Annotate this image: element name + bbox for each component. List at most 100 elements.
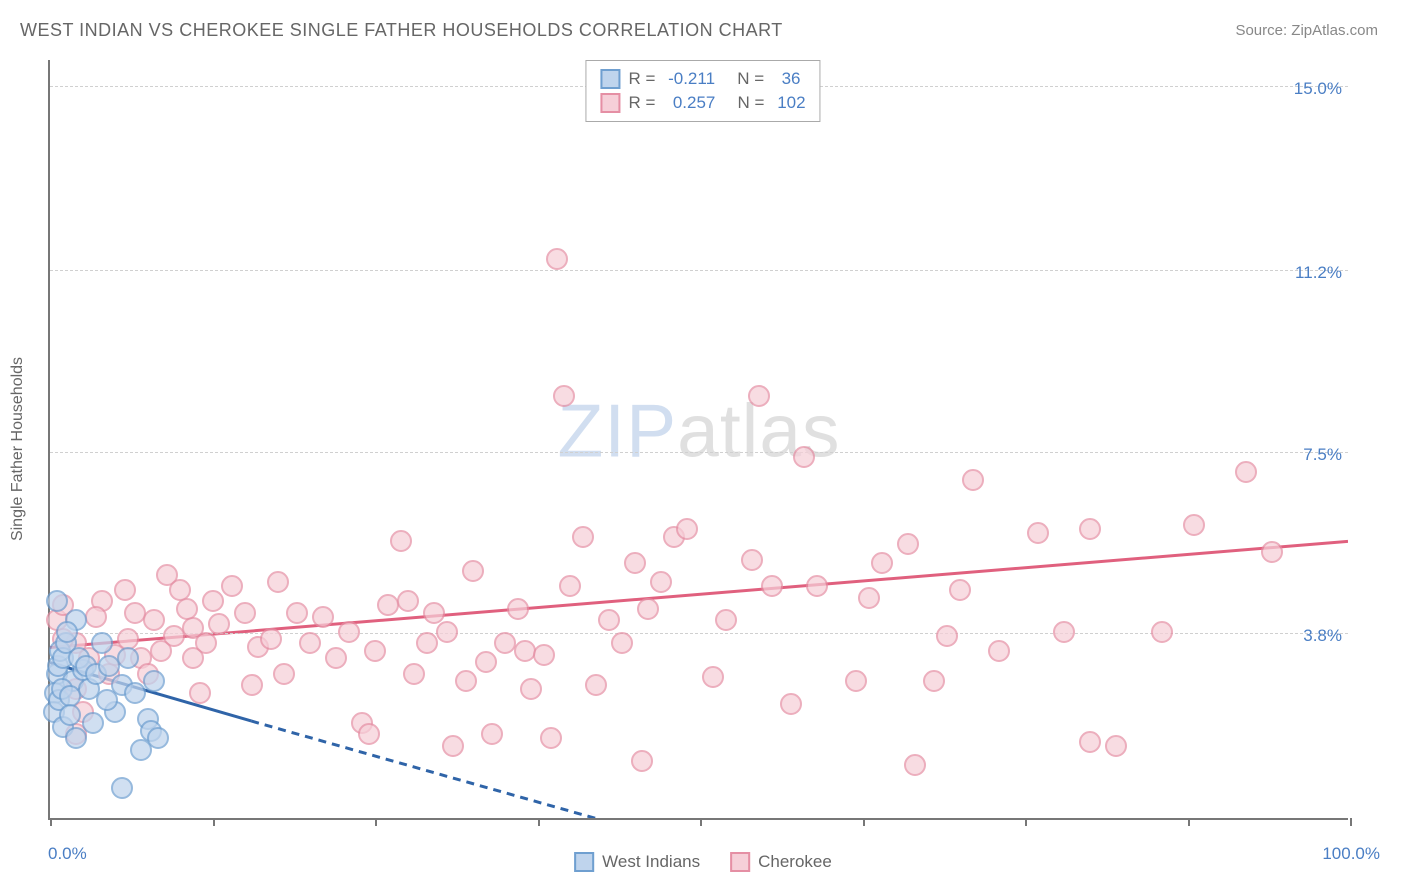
scatter-point-cherokee xyxy=(442,735,464,757)
scatter-point-cherokee xyxy=(436,621,458,643)
xtick xyxy=(700,818,702,826)
xtick xyxy=(375,818,377,826)
scatter-point-cherokee xyxy=(923,670,945,692)
scatter-point-cherokee xyxy=(559,575,581,597)
scatter-point-west-indians xyxy=(56,621,78,643)
scatter-point-cherokee xyxy=(904,754,926,776)
scatter-point-cherokee xyxy=(390,530,412,552)
xtick xyxy=(538,818,540,826)
legend-item-west-indians: West Indians xyxy=(574,852,700,872)
scatter-point-cherokee xyxy=(897,533,919,555)
scatter-point-cherokee xyxy=(338,621,360,643)
stats-row-west-indians: R = -0.211 N = 36 xyxy=(600,67,805,91)
scatter-point-cherokee xyxy=(533,644,555,666)
scatter-point-west-indians xyxy=(82,712,104,734)
swatch-cherokee xyxy=(600,93,620,113)
scatter-point-cherokee xyxy=(241,674,263,696)
scatter-point-cherokee xyxy=(260,628,282,650)
scatter-point-west-indians xyxy=(59,704,81,726)
scatter-point-cherokee xyxy=(267,571,289,593)
scatter-point-cherokee xyxy=(514,640,536,662)
chart-container: WEST INDIAN VS CHEROKEE SINGLE FATHER HO… xyxy=(0,0,1406,892)
x-axis-min-label: 0.0% xyxy=(48,844,87,864)
stats-row-cherokee: R = 0.257 N = 102 xyxy=(600,91,805,115)
scatter-point-cherokee xyxy=(397,590,419,612)
stat-n-label: N = xyxy=(723,69,774,89)
scatter-point-cherokee xyxy=(988,640,1010,662)
stat-r-label: R = xyxy=(628,69,660,89)
legend-label-west-indians: West Indians xyxy=(602,852,700,872)
scatter-point-cherokee xyxy=(234,602,256,624)
scatter-point-cherokee xyxy=(806,575,828,597)
bottom-legend: West Indians Cherokee xyxy=(574,852,832,872)
scatter-point-cherokee xyxy=(845,670,867,692)
scatter-point-cherokee xyxy=(1053,621,1075,643)
scatter-point-cherokee xyxy=(572,526,594,548)
scatter-point-cherokee xyxy=(949,579,971,601)
scatter-point-cherokee xyxy=(208,613,230,635)
scatter-point-west-indians xyxy=(46,590,68,612)
gridline xyxy=(50,270,1348,271)
scatter-point-cherokee xyxy=(936,625,958,647)
stat-r-value-2: 0.257 xyxy=(673,93,716,113)
scatter-point-cherokee xyxy=(273,663,295,685)
scatter-point-west-indians xyxy=(117,647,139,669)
scatter-point-cherokee xyxy=(553,385,575,407)
scatter-point-cherokee xyxy=(715,609,737,631)
scatter-point-cherokee xyxy=(748,385,770,407)
scatter-point-cherokee xyxy=(598,609,620,631)
scatter-point-west-indians xyxy=(147,727,169,749)
scatter-point-cherokee xyxy=(546,248,568,270)
scatter-point-cherokee xyxy=(114,579,136,601)
scatter-point-west-indians xyxy=(96,689,118,711)
scatter-point-cherokee xyxy=(631,750,653,772)
scatter-point-cherokee xyxy=(650,571,672,593)
legend-swatch-cherokee xyxy=(730,852,750,872)
scatter-point-cherokee xyxy=(423,602,445,624)
stat-r-value-1: -0.211 xyxy=(668,69,715,89)
scatter-point-cherokee xyxy=(403,663,425,685)
scatter-point-cherokee xyxy=(637,598,659,620)
scatter-point-cherokee xyxy=(1261,541,1283,563)
ytick-label: 7.5% xyxy=(1303,445,1342,465)
scatter-point-cherokee xyxy=(871,552,893,574)
scatter-point-cherokee xyxy=(624,552,646,574)
stat-n-value-2: 102 xyxy=(777,93,805,113)
scatter-point-cherokee xyxy=(1027,522,1049,544)
source-attribution: Source: ZipAtlas.com xyxy=(1235,22,1378,39)
y-axis-label: Single Father Households xyxy=(9,357,27,541)
scatter-point-cherokee xyxy=(481,723,503,745)
swatch-west-indians xyxy=(600,69,620,89)
scatter-point-cherokee xyxy=(221,575,243,597)
legend-item-cherokee: Cherokee xyxy=(730,852,832,872)
scatter-point-cherokee xyxy=(793,446,815,468)
scatter-point-cherokee xyxy=(1105,735,1127,757)
xtick xyxy=(1025,818,1027,826)
scatter-point-cherokee xyxy=(1183,514,1205,536)
scatter-point-cherokee xyxy=(540,727,562,749)
scatter-point-cherokee xyxy=(507,598,529,620)
scatter-point-cherokee xyxy=(85,606,107,628)
ytick-label: 15.0% xyxy=(1294,79,1342,99)
scatter-point-cherokee xyxy=(761,575,783,597)
scatter-point-cherokee xyxy=(611,632,633,654)
xtick xyxy=(50,818,52,826)
plot-area: ZIPatlas 3.8%7.5%11.2%15.0% xyxy=(48,60,1348,820)
scatter-point-cherokee xyxy=(1079,731,1101,753)
scatter-point-cherokee xyxy=(475,651,497,673)
scatter-point-cherokee xyxy=(702,666,724,688)
scatter-point-cherokee xyxy=(312,606,334,628)
scatter-point-cherokee xyxy=(676,518,698,540)
scatter-point-cherokee xyxy=(1151,621,1173,643)
scatter-point-cherokee xyxy=(325,647,347,669)
ytick-label: 11.2% xyxy=(1295,263,1342,283)
scatter-point-cherokee xyxy=(416,632,438,654)
scatter-point-west-indians xyxy=(65,727,87,749)
scatter-point-cherokee xyxy=(189,682,211,704)
watermark-zip: ZIP xyxy=(557,388,677,472)
scatter-point-west-indians xyxy=(91,632,113,654)
scatter-point-cherokee xyxy=(1235,461,1257,483)
scatter-point-cherokee xyxy=(585,674,607,696)
scatter-point-cherokee xyxy=(520,678,542,700)
scatter-point-cherokee xyxy=(358,723,380,745)
